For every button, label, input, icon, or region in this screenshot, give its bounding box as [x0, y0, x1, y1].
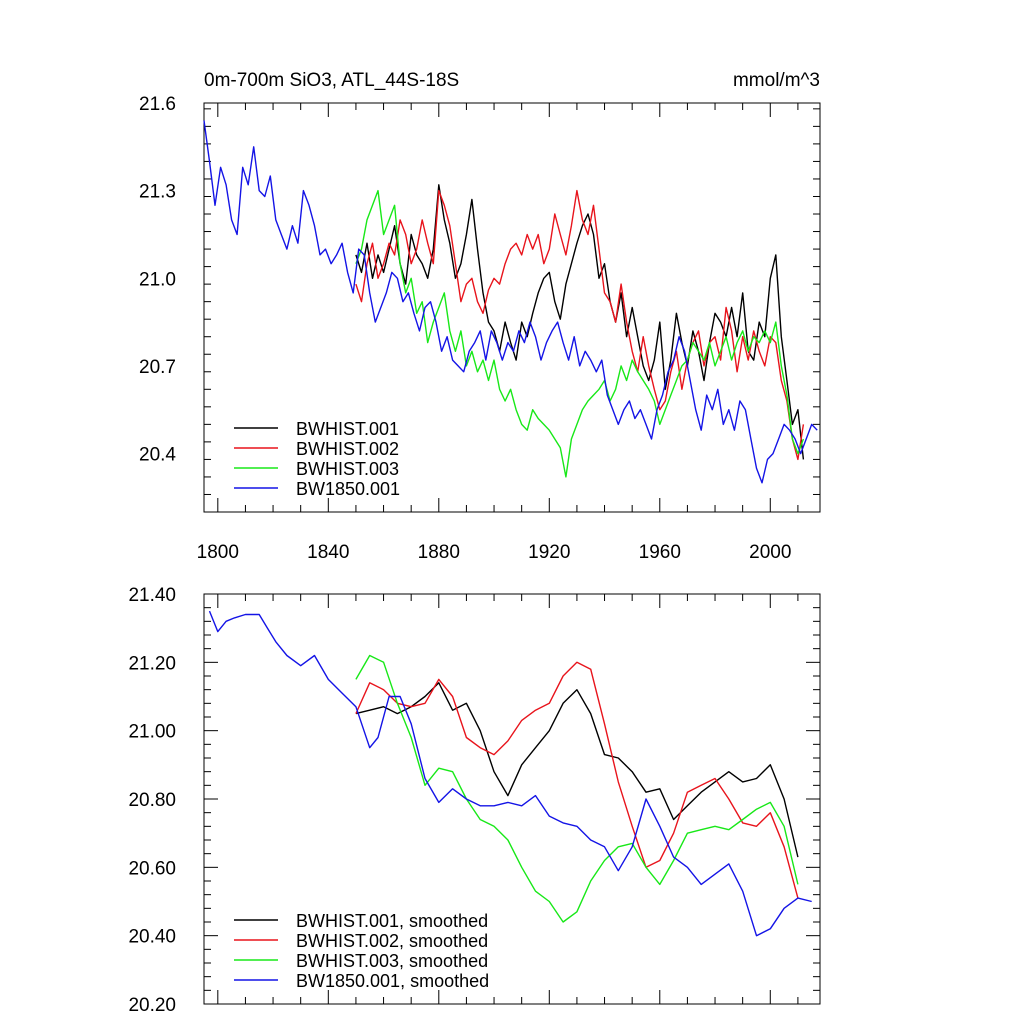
top-series-bwhist-003 [355, 189, 805, 478]
top-y-tick-label: 21.3 [139, 182, 176, 203]
bot-legend-label: BWHIST.002, smoothed [296, 931, 488, 951]
top-series-bw1850-001 [203, 120, 818, 484]
top-y-tick-label: 20.4 [139, 445, 176, 466]
bot-legend-label: BWHIST.003, smoothed [296, 951, 488, 971]
bottom-chart: 20.20 20.40 20.60 20.80 21.00 21.20 21.40 BWHI… [128, 585, 821, 1016]
top-x-tick-label: 1960 [639, 542, 681, 563]
top-x-tick-label: 1920 [528, 542, 570, 563]
top-legend-label: BW1850.001 [296, 479, 400, 499]
bot-y-tick-label: 21.40 [128, 585, 176, 606]
bot-series-bwhist-003-smoothed [355, 654, 799, 923]
bot-series-bwhist-001-smoothed [355, 682, 799, 858]
bot-y-tick-label: 21.20 [128, 653, 176, 674]
top-x-axis: 1800 1840 1880 1920 1960 2000 [197, 103, 799, 563]
top-chart-units: mmol/m^3 [733, 70, 820, 91]
top-legend-label: BWHIST.001 [296, 419, 399, 439]
top-chart: 0m-700m SiO3, ATL_44S-18S mmol/m^3 20.42… [139, 70, 821, 563]
bot-series-bwhist-002-smoothed [355, 661, 799, 899]
bot-legend-label: BWHIST.001, smoothed [296, 911, 488, 931]
bottom-series-group [208, 610, 812, 937]
top-legend-label: BWHIST.003 [296, 459, 399, 479]
top-plot-frame [203, 102, 821, 513]
top-y-tick-label: 20.7 [139, 357, 176, 378]
bot-y-tick-label: 20.60 [128, 858, 176, 879]
top-legend-label: BWHIST.002 [296, 439, 399, 459]
bot-y-tick-label: 20.40 [128, 927, 176, 948]
bot-y-tick-label: 21.00 [128, 722, 176, 743]
top-x-tick-label: 1840 [307, 542, 349, 563]
bottom-x-axis [217, 594, 799, 1004]
bot-legend-label: BW1850.001, smoothed [296, 971, 489, 991]
top-y-axis: 20.4 20.7 21.0 21.3 21.6 [139, 94, 820, 513]
top-chart-title: 0m-700m SiO3, ATL_44S-18S [204, 70, 459, 91]
top-series-bwhist-002 [355, 189, 805, 461]
top-y-tick-label: 21.0 [139, 269, 176, 290]
bot-y-tick-label: 20.20 [128, 995, 176, 1016]
top-x-tick-label: 2000 [749, 542, 791, 563]
bot-y-tick-label: 20.80 [128, 790, 176, 811]
top-series-group [203, 120, 818, 484]
top-y-tick-label: 21.6 [139, 94, 176, 115]
top-x-tick-label: 1800 [197, 542, 239, 563]
top-x-tick-label: 1880 [418, 542, 460, 563]
bot-series-bw1850-001-smoothed [208, 610, 812, 937]
bottom-y-axis: 20.20 20.40 20.60 20.80 21.00 21.20 21.40 [128, 585, 820, 1016]
